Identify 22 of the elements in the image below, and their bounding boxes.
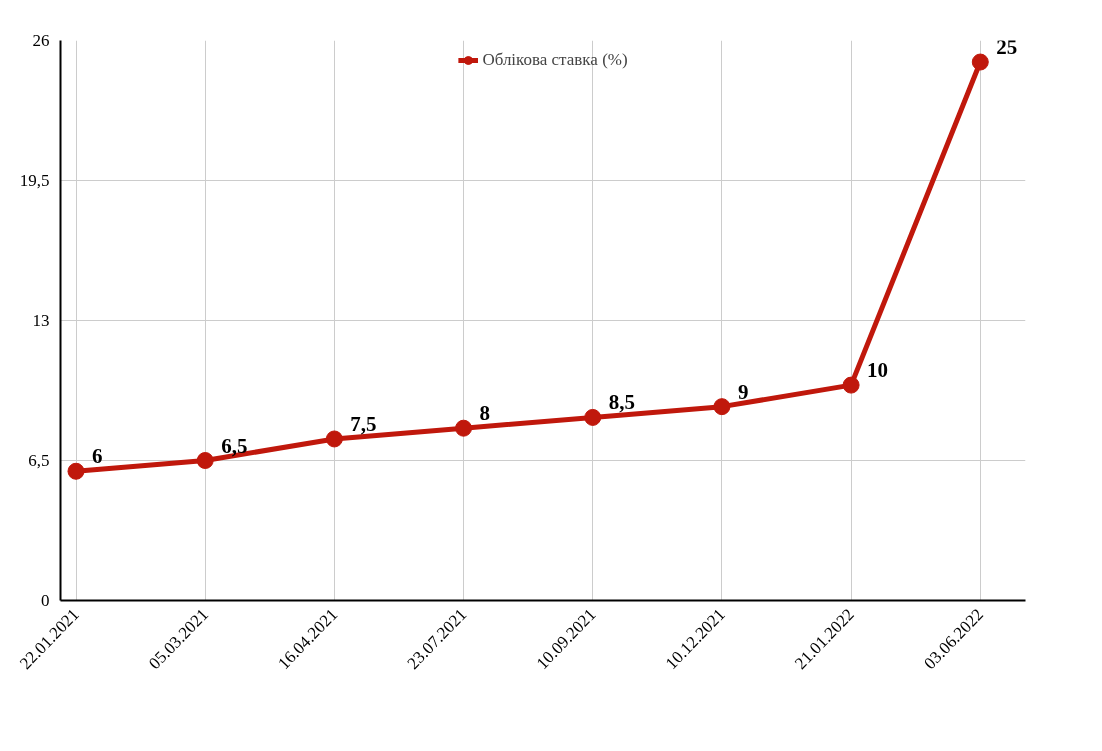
point: [67, 462, 85, 480]
point: [584, 408, 602, 426]
data-label: 8,5: [608, 390, 635, 415]
point: [713, 398, 731, 416]
y-tick-label: 13: [32, 311, 50, 330]
data-label: 6: [92, 444, 103, 469]
y-tick-label: 6,5: [28, 451, 50, 470]
point: [842, 376, 860, 394]
point: [196, 452, 214, 469]
y-tick-label: 0: [41, 591, 50, 610]
data-label: 7,5: [350, 411, 377, 436]
data-label: 8: [479, 401, 491, 426]
data-label: 10: [867, 358, 889, 383]
point: [455, 419, 473, 437]
y-tick-label: 19,5: [19, 171, 50, 190]
legend-label: Облікова ставка (%): [482, 50, 628, 70]
point: [325, 430, 343, 448]
data-label: 25: [996, 35, 1018, 60]
y-tick-label: 26: [32, 31, 50, 50]
data-label: 9: [737, 379, 749, 404]
data-label: 6,5: [221, 433, 248, 458]
point: [971, 53, 989, 71]
